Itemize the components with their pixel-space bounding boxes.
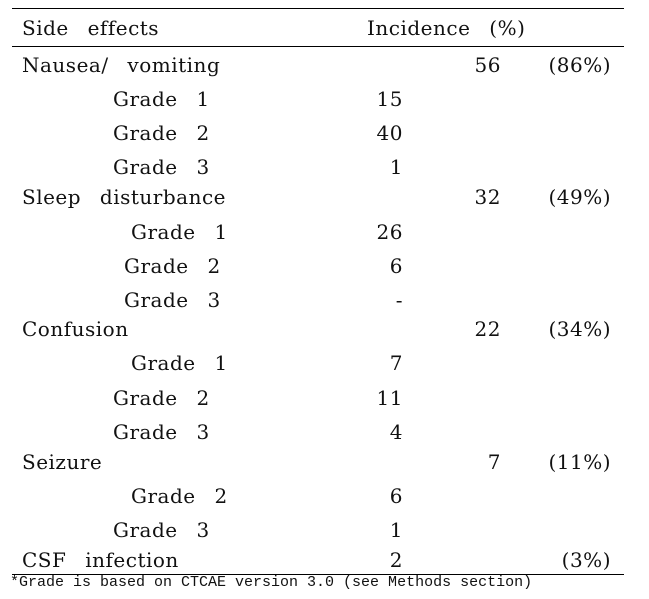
header-cell: Side effects <box>22 16 160 40</box>
row-label: Grade 1 <box>131 220 228 244</box>
row-label: Grade 3 <box>113 155 210 179</box>
row-label: Grade 1 <box>113 87 210 111</box>
row-label: Grade 2 <box>131 484 228 508</box>
percent: (86%) <box>548 53 611 77</box>
grade-count: 1 <box>389 518 403 542</box>
grade-count: 2 <box>389 548 403 572</box>
grade-count: 7 <box>389 351 403 375</box>
row-label: Grade 2 <box>124 254 221 278</box>
header-rule <box>12 46 624 47</box>
grade-count: 4 <box>389 420 403 444</box>
percent: (11%) <box>548 450 611 474</box>
grade-count: 1 <box>389 155 403 179</box>
row-label: Grade 1 <box>131 351 228 375</box>
total-count: 7 <box>487 450 501 474</box>
grade-count: 11 <box>376 386 403 410</box>
row-label: Grade 3 <box>113 420 210 444</box>
percent: (3%) <box>561 548 611 572</box>
grade-count: 40 <box>376 121 403 145</box>
top-rule <box>12 8 624 9</box>
total-count: 22 <box>474 317 501 341</box>
header-cell: Incidence (%) <box>367 16 526 40</box>
row-label: Grade 2 <box>113 121 210 145</box>
percent: (34%) <box>548 317 611 341</box>
total-count: 56 <box>474 53 501 77</box>
grade-count: 26 <box>376 220 403 244</box>
total-count: 32 <box>474 185 501 209</box>
row-label: Seizure <box>22 450 103 474</box>
grade-count: 6 <box>389 254 403 278</box>
row-label: Grade 3 <box>124 288 221 312</box>
grade-count: 15 <box>376 87 403 111</box>
row-label: CSF infection <box>22 548 179 572</box>
row-label: Confusion <box>22 317 129 341</box>
row-label: Grade 2 <box>113 386 210 410</box>
footnote: *Grade is based on CTCAE version 3.0 (se… <box>10 574 533 591</box>
row-label: Grade 3 <box>113 518 210 542</box>
grade-count: 6 <box>389 484 403 508</box>
row-label: Sleep disturbance <box>22 185 227 209</box>
percent: (49%) <box>548 185 611 209</box>
grade-count: - <box>395 288 403 312</box>
row-label: Nausea/ vomiting <box>22 53 221 77</box>
bottom-rule <box>12 574 624 575</box>
